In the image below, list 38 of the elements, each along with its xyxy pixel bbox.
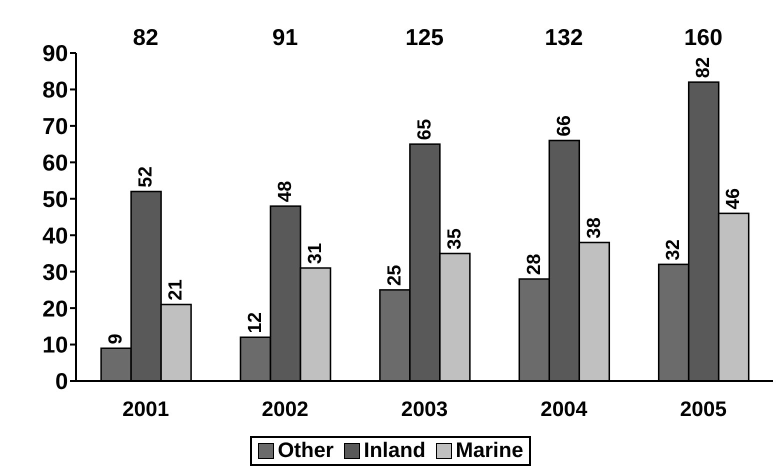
data-label: 66 <box>554 115 575 136</box>
data-label: 46 <box>723 188 744 210</box>
x-tick-label: 2003 <box>401 398 448 421</box>
data-label: 35 <box>444 228 466 250</box>
y-tick-label: 60 <box>42 150 68 176</box>
data-label: 82 <box>693 57 714 78</box>
data-label: 12 <box>244 312 266 334</box>
y-tick-label: 50 <box>42 186 68 212</box>
data-label: 32 <box>663 239 684 260</box>
data-label: 31 <box>304 242 326 264</box>
y-tick-label: 90 <box>42 40 68 66</box>
data-label: 9 <box>106 334 127 344</box>
y-tick-label: 40 <box>42 222 68 248</box>
data-label: 65 <box>414 118 436 140</box>
x-tick-label: 2004 <box>540 398 588 421</box>
y-tick-label: 70 <box>42 113 68 140</box>
x-tick-label: 2005 <box>680 398 727 421</box>
legend-label: Other <box>278 439 334 463</box>
y-tick-label: 20 <box>42 295 68 322</box>
text: 91 <box>272 24 298 50</box>
text: 160 <box>684 24 722 50</box>
y-tick-label: 10 <box>42 332 68 358</box>
x-tick-label: 2001 <box>122 398 170 421</box>
data-label: 28 <box>524 254 545 275</box>
data-label: 21 <box>166 278 187 300</box>
x-tick-label: 2002 <box>262 398 308 421</box>
legend-label: Marine <box>456 439 524 463</box>
text: 132 <box>544 24 584 50</box>
text: 82 <box>132 24 158 50</box>
data-label: 38 <box>584 217 605 239</box>
data-label: 48 <box>274 180 296 202</box>
y-tick-label: 30 <box>42 258 68 285</box>
y-tick-label: 80 <box>42 76 68 103</box>
y-tick-label: 0 <box>55 368 68 394</box>
data-label: 52 <box>136 166 157 188</box>
text: 125 <box>405 24 444 50</box>
legend-label: Inland <box>364 439 426 463</box>
data-label: 25 <box>384 264 406 286</box>
